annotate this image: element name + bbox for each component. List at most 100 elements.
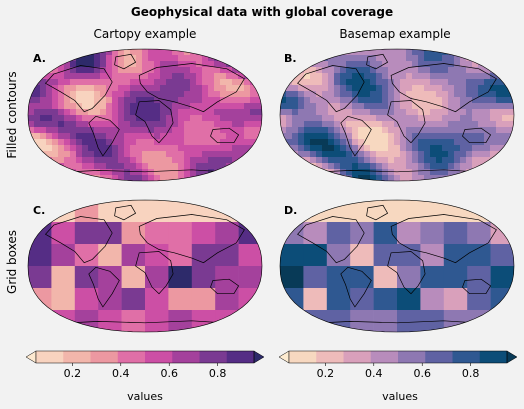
contour-cell xyxy=(328,121,335,128)
contour-cell xyxy=(130,97,137,104)
contour-cell xyxy=(394,115,401,122)
contour-cell xyxy=(484,121,491,128)
contour-cell xyxy=(166,151,173,158)
contour-cell xyxy=(412,103,419,110)
contour-cell xyxy=(64,127,71,134)
contour-cell xyxy=(334,103,341,110)
contour-cell xyxy=(460,85,467,92)
contour-cell xyxy=(472,109,479,116)
contour-cell xyxy=(370,85,377,92)
contour-cell xyxy=(178,115,185,122)
contour-cell xyxy=(28,169,35,176)
grid-box xyxy=(373,310,398,332)
grid-box xyxy=(373,244,398,267)
contour-cell xyxy=(382,115,389,122)
contour-cell xyxy=(370,79,377,86)
contour-cell xyxy=(142,139,149,146)
contour-cell xyxy=(160,91,167,98)
contour-cell xyxy=(58,109,65,116)
contour-cell xyxy=(484,49,491,56)
contour-cell xyxy=(166,55,173,62)
contour-cell xyxy=(388,139,395,146)
contour-cell xyxy=(208,85,215,92)
contour-cell xyxy=(70,67,77,74)
contour-cell xyxy=(124,139,131,146)
contour-cell xyxy=(406,103,413,110)
grid-box xyxy=(303,222,328,245)
contour-cell xyxy=(394,67,401,74)
map-panel-d: D. xyxy=(279,199,515,333)
contour-cell xyxy=(442,103,449,110)
contour-cell xyxy=(328,97,335,104)
contour-cell xyxy=(196,127,203,134)
contour-cell xyxy=(346,157,353,164)
contour-cell xyxy=(40,175,47,181)
contour-cell xyxy=(100,127,107,134)
contour-cell xyxy=(46,133,53,140)
contour-cell xyxy=(250,127,257,134)
contour-cell xyxy=(52,85,59,92)
contour-cell xyxy=(508,151,514,158)
contour-cell xyxy=(178,55,185,62)
contour-cell xyxy=(412,163,419,170)
contour-cell xyxy=(244,91,251,98)
contour-cell xyxy=(106,157,113,164)
grid-box xyxy=(238,200,262,223)
contour-cell xyxy=(454,55,461,62)
contour-cell xyxy=(34,163,41,170)
contour-cell xyxy=(496,175,503,181)
contour-cell xyxy=(34,121,41,128)
contour-cell xyxy=(172,97,179,104)
contour-cell xyxy=(154,49,161,56)
contour-cell xyxy=(202,163,209,170)
contour-cell xyxy=(28,175,35,181)
contour-cell xyxy=(28,79,35,86)
contour-cell xyxy=(250,175,257,181)
contour-cell xyxy=(358,121,365,128)
contour-cell xyxy=(136,97,143,104)
contour-cell xyxy=(364,91,371,98)
contour-cell xyxy=(370,133,377,140)
contour-cell xyxy=(436,133,443,140)
contour-cell xyxy=(220,103,227,110)
contour-cell xyxy=(334,139,341,146)
contour-cell xyxy=(418,79,425,86)
contour-cell xyxy=(358,145,365,152)
contour-cell xyxy=(490,91,497,98)
contour-cell xyxy=(508,139,514,146)
contour-cell xyxy=(226,133,233,140)
contour-cell xyxy=(64,115,71,122)
contour-cell xyxy=(412,127,419,134)
contour-cell xyxy=(430,133,437,140)
contour-cell xyxy=(58,169,65,176)
contour-cell xyxy=(316,61,323,68)
contour-cell xyxy=(106,127,113,134)
contour-cell xyxy=(484,157,491,164)
contour-cell xyxy=(118,145,125,152)
contour-cell xyxy=(280,91,287,98)
contour-cell xyxy=(142,91,149,98)
contour-cell xyxy=(442,139,449,146)
contour-cell xyxy=(172,151,179,158)
contour-cell xyxy=(256,79,262,86)
coastline-shape xyxy=(135,100,174,144)
contour-cell xyxy=(124,151,131,158)
contour-cell xyxy=(220,145,227,152)
contour-cell xyxy=(112,67,119,74)
contour-cell xyxy=(118,79,125,86)
contour-cell xyxy=(280,127,287,134)
contour-cell xyxy=(214,127,221,134)
grid-box xyxy=(238,266,262,289)
contour-cell xyxy=(484,115,491,122)
contour-cell xyxy=(244,127,251,134)
contour-cell xyxy=(466,127,473,134)
contour-cell xyxy=(94,157,101,164)
contour-cell xyxy=(94,61,101,68)
coastline-shape xyxy=(390,63,497,113)
contour-cell xyxy=(286,127,293,134)
coastline-a xyxy=(44,53,245,174)
contour-cell xyxy=(136,175,143,181)
contour-cell xyxy=(238,139,245,146)
contour-cell xyxy=(172,85,179,92)
contour-cell xyxy=(424,157,431,164)
